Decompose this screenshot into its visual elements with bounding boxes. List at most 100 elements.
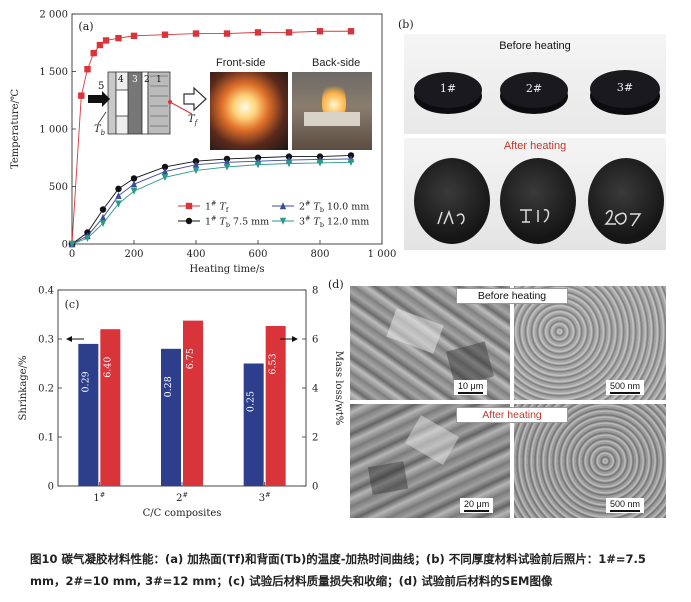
- sem-before-500nm: 500 nm: [514, 286, 666, 400]
- data-point: [279, 217, 287, 225]
- data-point: [115, 185, 122, 192]
- right-axis-arrow-icon: [292, 336, 298, 342]
- panel-c-label: (c): [65, 298, 80, 311]
- bar-value-label: 0.25: [246, 391, 257, 412]
- schematic-layer-2: 2: [144, 75, 150, 85]
- inset-arrow-icon: [183, 86, 207, 112]
- data-point: [115, 34, 122, 42]
- front-side-label: Front-side: [216, 57, 266, 69]
- y-tick-label-right-c: 4: [312, 384, 318, 395]
- y-tick-label-left-c: 0.1: [38, 433, 54, 444]
- disk-3-before: 3#: [590, 70, 660, 108]
- bar-mass-loss-3: [265, 326, 286, 486]
- back-side-photo: [292, 72, 372, 150]
- x-tick-label-a: 600: [248, 249, 267, 260]
- sem-after-label: After heating: [456, 407, 568, 423]
- y-tick-label-right-c: 8: [312, 286, 318, 297]
- data-point: [254, 161, 262, 169]
- bar-value-label: 0.28: [163, 376, 174, 397]
- series-line-2: [71, 155, 352, 245]
- data-point: [161, 167, 169, 175]
- x-tick-label-c: 2#: [176, 491, 188, 504]
- data-point: [192, 30, 200, 37]
- data-point: [285, 29, 293, 36]
- y-axis-label-right-c: Mass loss/wt%: [333, 351, 344, 426]
- x-tick-label-c: 3#: [259, 491, 271, 504]
- front-side-photo: [210, 72, 288, 150]
- y-tick-label-right-c: 6: [312, 335, 318, 346]
- heating-schematic: 5 4 3 2 1 Tb Tf: [88, 62, 203, 144]
- data-point: [96, 41, 104, 49]
- x-tick-label-a: 400: [186, 249, 205, 260]
- data-point: [185, 217, 193, 225]
- x-axis-label-a: Heating time/s: [190, 264, 265, 275]
- data-point: [102, 37, 110, 44]
- data-point: [347, 159, 355, 167]
- y-axis-label-left-c: Shrinkage/%: [18, 356, 29, 421]
- back-side-label: Back-side: [312, 57, 361, 69]
- scale-bar-500nm-bottom: 500 nm: [606, 498, 645, 513]
- x-tick-label-a: 1 000: [368, 249, 397, 260]
- left-axis-arrow-icon: [66, 336, 72, 342]
- data-point: [192, 160, 200, 168]
- data-point: [161, 31, 169, 38]
- before-heating-label: Before heating: [499, 40, 571, 52]
- data-point: [99, 213, 107, 221]
- data-point: [99, 220, 107, 227]
- scale-bar-20um: 20 μm: [460, 498, 494, 513]
- data-point: [84, 66, 91, 73]
- data-point: [185, 202, 193, 210]
- panel-b-label: (b): [398, 18, 414, 31]
- schematic-layer-3: 3: [132, 75, 138, 85]
- data-point: [279, 202, 287, 210]
- schematic-layer-4: 4: [118, 75, 124, 85]
- disk-2-before: 2#: [500, 72, 568, 108]
- y-tick-label-a: 0: [62, 240, 68, 251]
- x-tick-label-a: 0: [69, 249, 75, 260]
- sem-before-10um: 10 μm: [350, 286, 510, 400]
- schematic-tb-label: Tb: [94, 124, 106, 137]
- bar-value-label: 0.29: [80, 371, 91, 392]
- data-point: [115, 200, 122, 208]
- panel-a-chart: (a) 0 500 1 000 1 500 2 000 0 200 400 600 800 1 000…: [10, 10, 397, 276]
- bar-mass-loss-2: [183, 320, 203, 486]
- panel-d-label: (d): [328, 278, 344, 291]
- legend-label-4: 3# Tb 12.0 mm: [299, 215, 369, 230]
- x-tick-label-a: 800: [310, 249, 329, 260]
- disk-2-after: [500, 158, 576, 244]
- data-point: [68, 240, 76, 248]
- schematic-tf-label: Tf: [188, 114, 198, 127]
- x-tick-label-c: 1#: [93, 491, 105, 504]
- after-heating-photo: After heating: [404, 138, 666, 250]
- y-axis-label-a: Temperature/℃: [10, 89, 21, 169]
- data-point: [84, 235, 91, 242]
- y-tick-label-left-c: 0.4: [38, 286, 54, 297]
- data-point: [347, 28, 355, 35]
- bar-value-label: 6.53: [268, 353, 279, 374]
- bar-shrinkage-3: [243, 363, 264, 486]
- schematic-layer-1: 1: [156, 75, 162, 85]
- legend-label-1: 1# Tf: [205, 200, 229, 215]
- data-point: [223, 163, 231, 171]
- y-tick-label-left-c: 0: [48, 482, 54, 493]
- disk-3-after: [588, 158, 664, 244]
- bar-mass-loss-1: [100, 329, 121, 486]
- data-point: [254, 29, 262, 36]
- bar-value-label: 6.40: [102, 357, 113, 378]
- scale-bar-500nm-top: 500 nm: [606, 380, 645, 395]
- data-point: [99, 206, 107, 213]
- y-tick-label-a: 1 000: [39, 125, 68, 136]
- x-tick-label-a: 200: [124, 249, 143, 260]
- y-tick-label-a: 2 000: [39, 10, 68, 21]
- data-point: [130, 187, 138, 195]
- y-tick-label-right-c: 0: [312, 482, 318, 493]
- disk-1-after: [414, 158, 490, 244]
- data-point: [316, 159, 324, 167]
- data-point: [130, 175, 138, 182]
- y-tick-label-left-c: 0.3: [38, 335, 54, 346]
- bar-shrinkage-1: [78, 343, 99, 486]
- legend-label-3: 2# Tb 10.0 mm: [299, 200, 369, 215]
- y-tick-label-right-c: 2: [312, 433, 318, 444]
- data-point: [161, 174, 169, 181]
- y-tick-label-left-c: 0.2: [38, 384, 54, 395]
